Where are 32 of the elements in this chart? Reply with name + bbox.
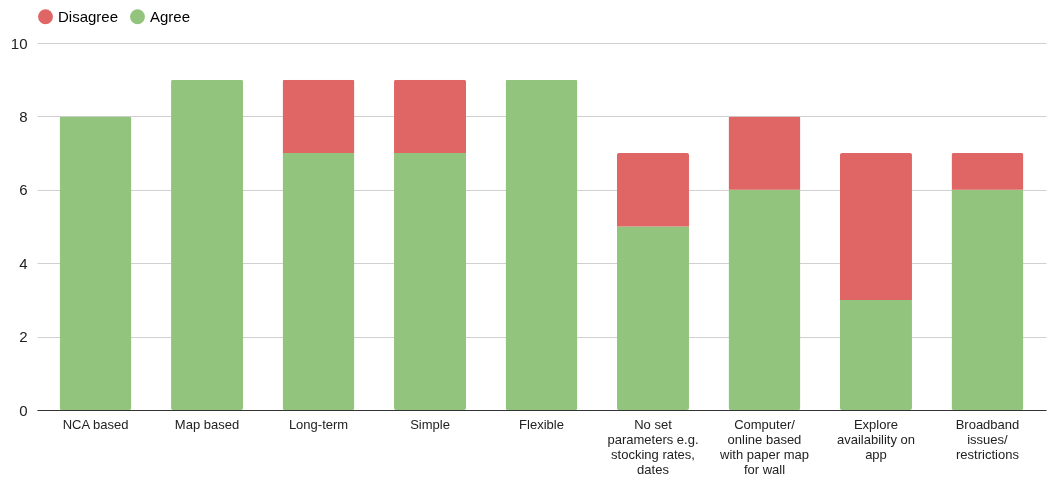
bar: [282, 153, 355, 410]
bar: [394, 153, 467, 410]
bar: [839, 299, 912, 410]
y-tick-label: 10: [10, 34, 28, 52]
legend-label: Agree: [150, 7, 191, 25]
x-tick-label: Long-term: [288, 416, 349, 432]
bar: [728, 189, 801, 410]
x-tick-label: Broadband issues/ restrictions: [955, 416, 1020, 462]
bar: [839, 153, 912, 300]
bar: [616, 226, 689, 410]
y-tick-label: 0: [19, 401, 28, 419]
bar: [394, 79, 467, 154]
y-tick-label: 2: [19, 328, 28, 346]
bar: [282, 79, 355, 154]
bar: [951, 153, 1024, 190]
bar: [728, 116, 801, 190]
y-tick-label: 8: [19, 107, 28, 125]
y-tick-label: 4: [19, 254, 28, 272]
x-tick-label: Simple: [410, 416, 450, 432]
x-tick-label: Map based: [174, 416, 240, 432]
x-tick-label: Flexible: [519, 416, 564, 432]
x-tick-label: No set parameters e.g. stocking rates, dates: [607, 416, 699, 477]
bar: [951, 189, 1024, 410]
bar: [171, 79, 244, 410]
x-tick-label: NCA based: [62, 416, 129, 432]
x-tick-label: Explore availability on app: [836, 416, 915, 462]
legend-label: Disagree: [58, 7, 119, 25]
y-tick-label: 6: [19, 181, 28, 199]
bar: [59, 116, 132, 410]
bar: [505, 79, 578, 410]
bar: [616, 153, 689, 227]
x-tick-label: Computer/ online based with paper map for wall: [719, 416, 809, 477]
